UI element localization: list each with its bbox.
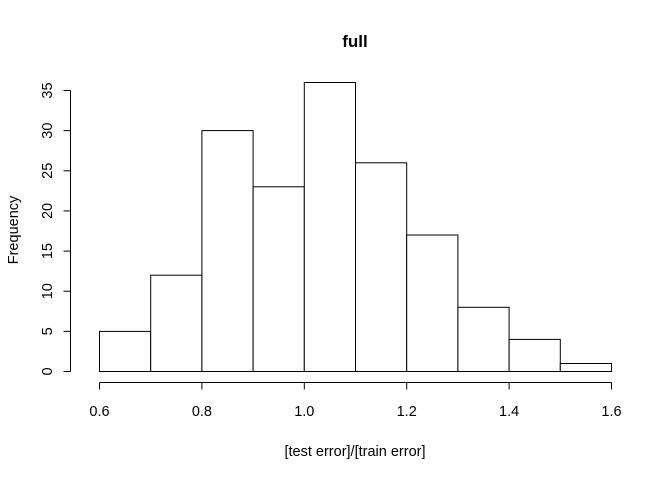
x-axis: 0.6 0.8 1.0 1.2 1.4 1.6 [89,382,622,420]
histogram-bar-9 [559,363,612,372]
bars-group [99,82,612,373]
y-tick-label-4: 20 [40,203,56,219]
y-tick-label-6: 30 [40,123,56,139]
histogram-bar-6 [406,234,459,372]
histogram-bar-2 [201,130,254,372]
y-tick-label-0: 0 [40,367,56,375]
histogram-bar-4 [303,82,356,372]
histogram-bar-8 [508,338,561,372]
y-axis: 0 5 10 15 20 25 30 35 [40,82,71,376]
histogram-bar-0 [99,330,152,372]
chart-title: full [342,32,368,51]
y-tick-label-2: 10 [40,283,56,299]
x-tick-label-1: 0.8 [192,404,212,420]
histogram-bar-5 [355,162,408,372]
x-tick-label-4: 1.4 [499,404,519,420]
x-axis-label: [test error]/[train error] [284,444,425,460]
y-axis-label: Frequency [6,195,22,264]
x-tick-label-2: 1.0 [294,404,314,420]
y-tick-label-3: 15 [40,243,56,259]
x-tick-label-3: 1.2 [397,404,417,420]
histogram-bar-1 [150,274,203,373]
x-tick-label-0: 0.6 [89,404,109,420]
y-tick-label-1: 5 [40,327,56,335]
histogram-bar-7 [457,306,510,372]
x-tick-label-5: 1.6 [601,404,621,420]
y-tick-label-5: 25 [40,163,56,179]
histogram-bar-3 [252,186,305,372]
y-tick-label-7: 35 [40,82,56,98]
